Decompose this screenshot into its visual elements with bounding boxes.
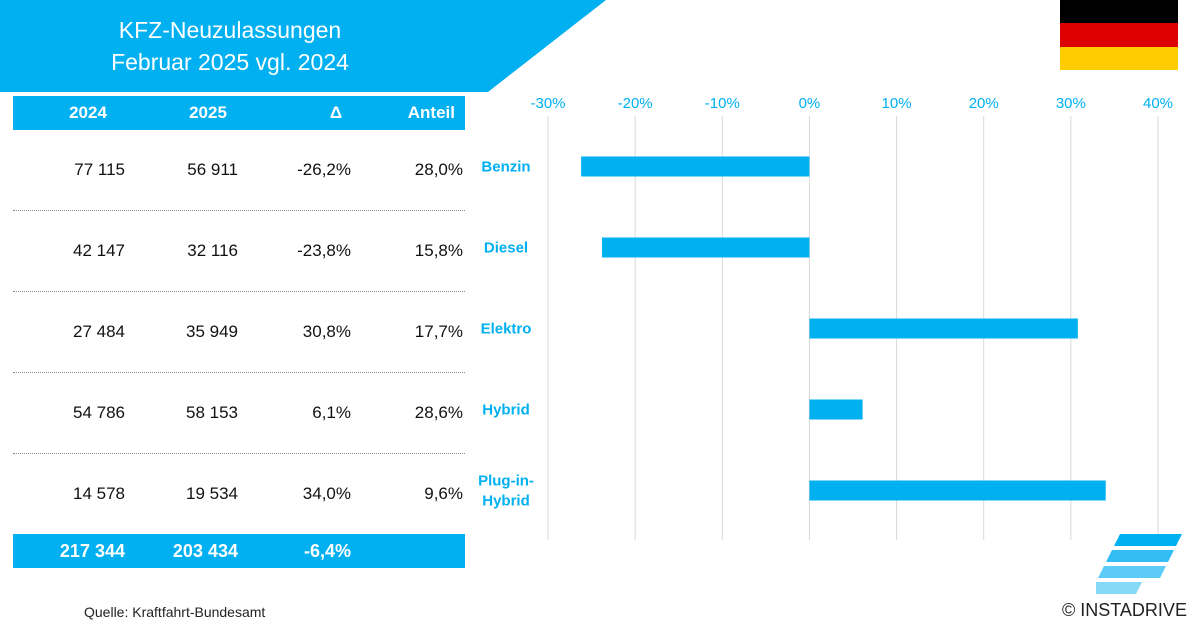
page-subtitle: Februar 2025 vgl. 2024 [111, 49, 349, 75]
cell-2024: 42 147 [73, 241, 125, 260]
cell-2024: 14 578 [73, 484, 125, 503]
bar-hybrid [809, 399, 863, 420]
instadrive-logo-icon [1096, 534, 1182, 594]
table-header: 2024 2025 Δ Anteil [13, 96, 465, 130]
table-row: 77 115 56 911 -26,2% 28,0% [13, 130, 465, 211]
change-bar-chart: -30% -20% -10% 0% 10% 20% 30% 40% Benzin Diesel El… [478, 95, 1173, 540]
x-tick-label: 0% [799, 95, 821, 112]
table-row: 14 578 19 534 34,0% 9,6% [13, 454, 465, 535]
total-delta: -6,4% [303, 541, 351, 561]
category-label: Hybrid [482, 493, 530, 510]
cell-2025: 19 534 [186, 484, 238, 503]
cell-2025: 35 949 [186, 322, 238, 341]
cell-anteil: 9,6% [424, 484, 463, 503]
table-row: 54 786 58 153 6,1% 28,6% [13, 373, 465, 454]
header-2024: 2024 [69, 103, 107, 122]
cell-anteil: 15,8% [414, 241, 463, 260]
table-total-row: 217 344 203 434 -6,4% [13, 534, 465, 568]
category-label: Hybrid [482, 402, 530, 419]
germany-flag-icon [1060, 0, 1178, 70]
x-tick-label: 10% [882, 95, 912, 112]
source-note: Quelle: Kraftfahrt-Bundesamt [84, 604, 266, 620]
category-label: Benzin [481, 159, 530, 176]
copyright-label: © INSTADRIVE [1062, 600, 1187, 620]
bar-benzin [581, 156, 810, 177]
x-tick-label: 30% [1056, 95, 1086, 112]
cell-anteil: 28,6% [414, 403, 463, 422]
category-label: Diesel [484, 240, 528, 257]
bar-diesel [602, 237, 810, 258]
bar-plug-in-hybrid [809, 480, 1106, 501]
cell-2025: 58 153 [186, 403, 238, 422]
table-row: 27 484 35 949 30,8% 17,7% [13, 292, 465, 373]
cell-delta: 30,8% [302, 322, 351, 341]
total-2025: 203 434 [172, 541, 238, 561]
cell-2024: 27 484 [73, 322, 125, 341]
cell-2025: 56 911 [187, 160, 238, 179]
cell-delta: 6,1% [312, 403, 351, 422]
table-row: 42 147 32 116 -23,8% 15,8% [13, 211, 465, 292]
header-2025: 2025 [189, 103, 227, 122]
cell-2024: 54 786 [73, 403, 125, 422]
cell-anteil: 17,7% [414, 322, 463, 341]
row-divider [13, 210, 465, 211]
category-label: Plug-in- [478, 473, 534, 490]
cell-anteil: 28,0% [414, 160, 463, 179]
title-banner [0, 0, 606, 92]
header-anteil: Anteil [407, 103, 455, 122]
x-tick-label: -10% [705, 95, 740, 112]
row-divider [13, 291, 465, 292]
x-tick-label: -30% [530, 95, 565, 112]
total-2024: 217 344 [59, 541, 125, 561]
page-title: KFZ-Neuzulassungen [118, 17, 342, 43]
x-tick-label: 40% [1143, 95, 1173, 112]
cell-2025: 32 116 [187, 241, 238, 260]
cell-2024: 77 115 [74, 160, 125, 179]
row-divider [13, 453, 465, 454]
category-label: Elektro [481, 321, 532, 338]
bar-elektro [809, 318, 1078, 339]
x-tick-label: -20% [618, 95, 653, 112]
cell-delta: -23,8% [297, 241, 351, 260]
x-tick-label: 20% [969, 95, 999, 112]
cell-delta: -26,2% [297, 160, 351, 179]
row-divider [13, 372, 465, 373]
cell-delta: 34,0% [302, 484, 351, 503]
header-delta: Δ [329, 103, 343, 122]
